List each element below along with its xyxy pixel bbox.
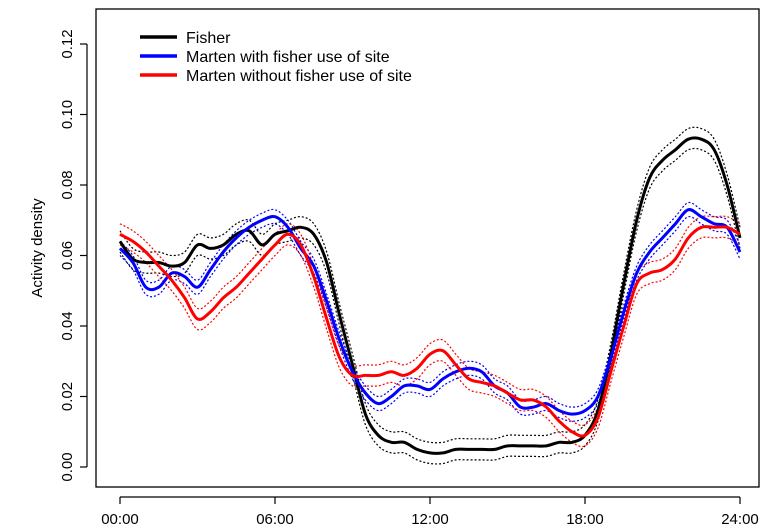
x-tick-label: 00:00: [101, 511, 139, 528]
y-tick-label: 0.00: [59, 452, 76, 481]
y-tick-label: 0.12: [59, 29, 76, 58]
marten-with-fisher-use-of-site-lower-band: [119, 215, 741, 422]
fisher-upper-band: [119, 126, 741, 444]
y-axis: 0.00 0.02 0.04 0.06 0.08 0.10 0.12: [59, 29, 88, 482]
x-tick-label: 18:00: [566, 511, 604, 528]
fisher-lower-band: [119, 147, 741, 465]
x-tick-label: 24:00: [721, 511, 759, 528]
marten-without-fisher-use-of-site-line: [119, 225, 741, 438]
x-tick-label: 12:00: [411, 511, 449, 528]
legend-label: Marten with fisher use of site: [186, 49, 390, 66]
y-tick-label: 0.06: [59, 241, 76, 270]
y-tick-label: 0.08: [59, 170, 76, 199]
x-axis: 00:00 06:00 12:00 18:00 24:00: [101, 496, 759, 528]
x-tick-label: 06:00: [256, 511, 294, 528]
legend-label: Fisher: [186, 30, 231, 47]
marten-with-fisher-use-of-site-upper-band: [119, 201, 741, 408]
y-tick-label: 0.02: [59, 382, 76, 411]
legend-label: Marten without fisher use of site: [186, 68, 412, 85]
legend: Fisher Marten with fisher use of site Mart…: [140, 30, 412, 85]
marten-with-fisher-use-of-site-line: [118, 208, 742, 416]
plot-frame: [95, 8, 760, 488]
fisher-line: [118, 136, 742, 455]
y-tick-label: 0.10: [59, 100, 76, 129]
series-lines: [118, 136, 742, 455]
y-axis-title: Activity density: [29, 198, 46, 298]
marten-without-fisher-use-of-site-lower-band: [119, 236, 741, 448]
y-tick-label: 0.04: [59, 311, 76, 340]
